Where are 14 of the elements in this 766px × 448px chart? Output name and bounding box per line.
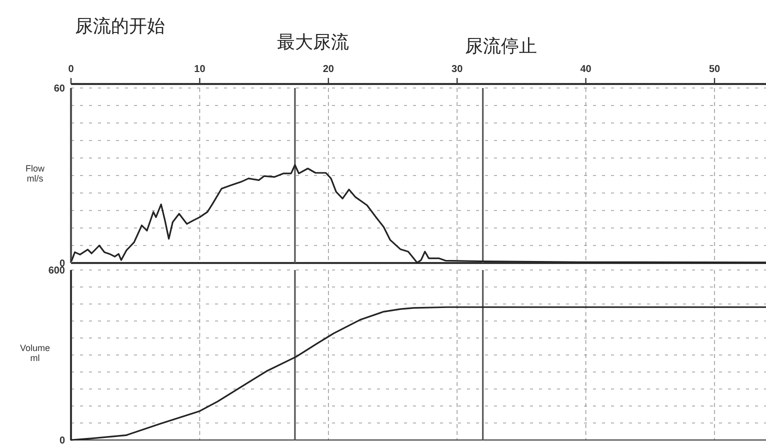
y-tick-label: 60 (54, 84, 66, 94)
x-tick-label: 20 (322, 64, 334, 75)
ref-line-label: 尿流的开始 (75, 16, 165, 37)
y-axis-title: Volume ml (20, 343, 50, 363)
x-tick-label: 40 (580, 64, 592, 75)
x-tick-label: 10 (194, 64, 206, 75)
ref-line-label: 最大尿流 (276, 32, 349, 53)
x-tick-label: 50 (708, 64, 721, 75)
x-tick-label: 30 (452, 64, 464, 75)
y-axis-title: Flow ml/s (25, 164, 45, 184)
ref-line-label: 尿流停止 (464, 36, 537, 57)
y-tick-label: 0 (59, 436, 66, 446)
x-tick-label: 0 (68, 64, 74, 75)
y-tick-label: 600 (48, 266, 66, 276)
